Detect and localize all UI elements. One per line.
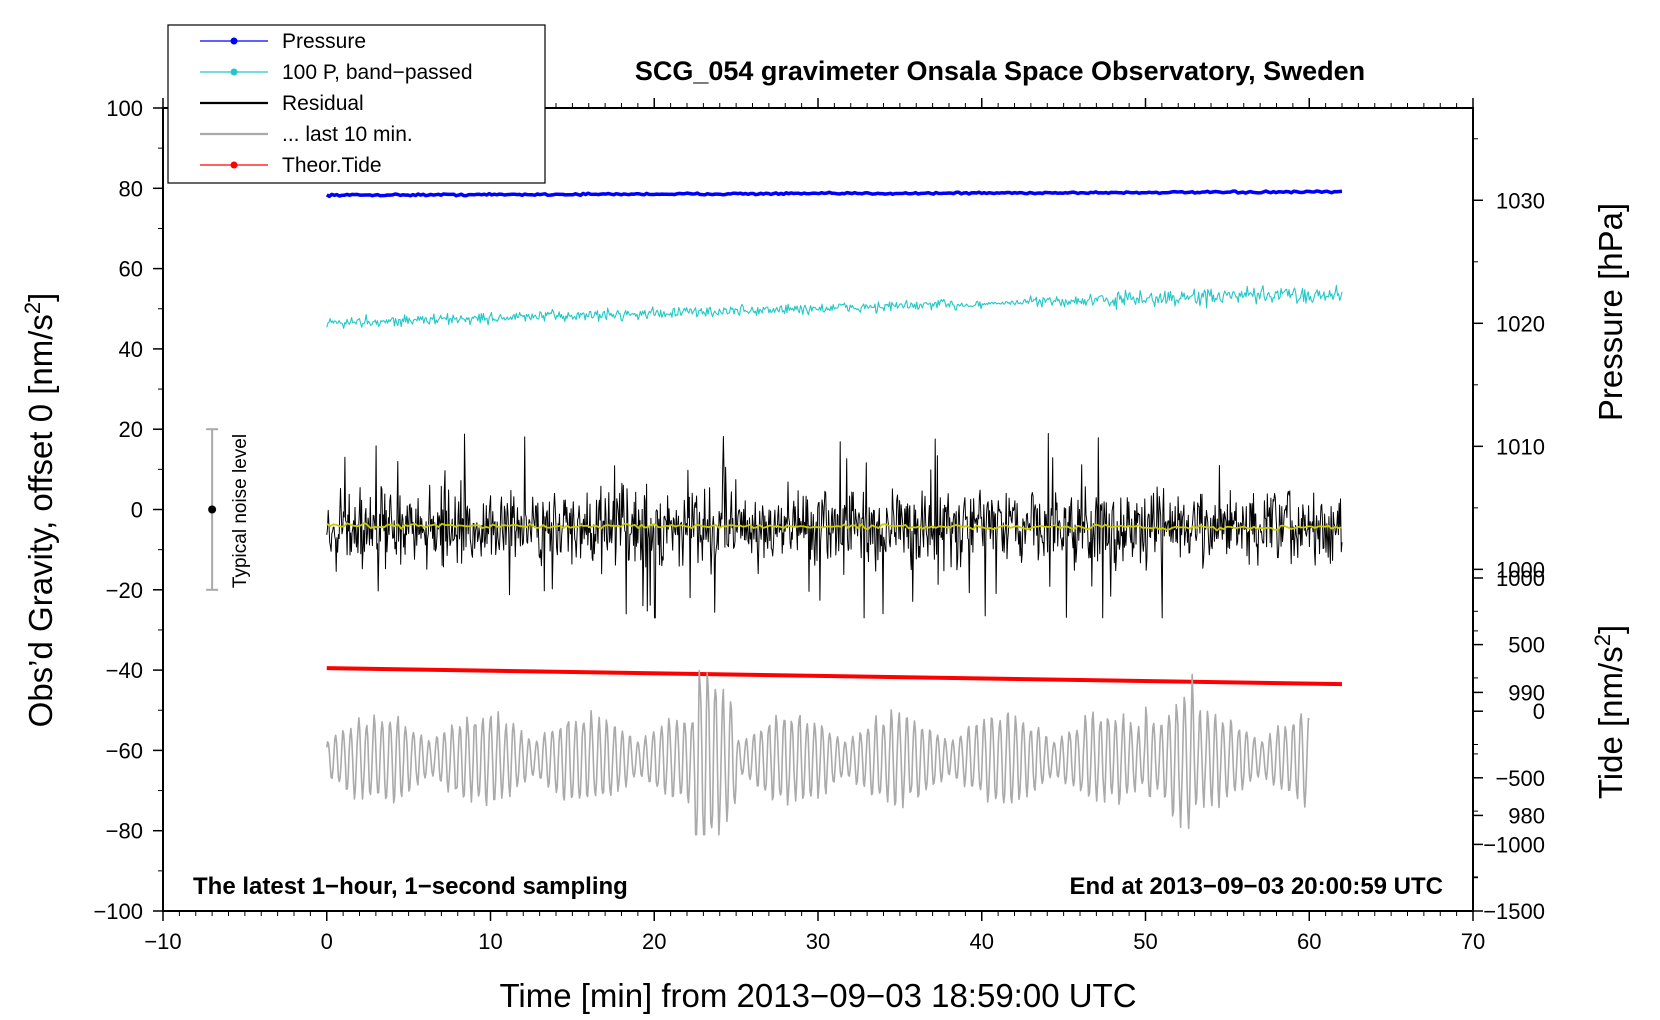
legend-marker (230, 37, 238, 45)
x-tick-label: 20 (642, 929, 666, 954)
y-tick-label: 20 (119, 417, 143, 442)
x-axis-ticks: −10 0 10 20 30 40 50 60 70 (144, 98, 1485, 954)
x-axis-label: Time [min] from 2013−09−03 18:59:00 UTC (499, 977, 1136, 1014)
y-axis-label: Obs’d Gravity, offset 0 [nm/s2] (20, 293, 59, 728)
x-tick-label: 30 (806, 929, 830, 954)
y-tick-label: −80 (106, 819, 143, 844)
legend-marker (230, 68, 238, 76)
x-tick-label: 50 (1133, 929, 1157, 954)
pressure-axis-label: Pressure [hPa] (1592, 203, 1629, 421)
note-sampling: The latest 1−hour, 1−second sampling (193, 873, 628, 900)
noise-level-label: Typical noise level (230, 434, 251, 588)
pressure-tick-label: 1030 (1496, 188, 1545, 213)
series-residual (326, 433, 1343, 619)
series-pressure (325, 189, 1343, 199)
legend-label: Theor.Tide (282, 154, 382, 177)
tide-tick-label: 0 (1533, 699, 1545, 724)
tide-tick-label: 1000 (1496, 566, 1545, 591)
noise-bar-center-dot (208, 505, 217, 514)
series-layer (325, 189, 1343, 836)
series-residual-smoothed (326, 522, 1343, 532)
x-tick-label: 60 (1297, 929, 1321, 954)
legend-label: Pressure (282, 30, 366, 53)
y-axis-ticks: −100 −80 −60 −40 −20 0 20 40 60 80 100 (93, 96, 163, 924)
x-tick-label: 40 (970, 929, 994, 954)
series-theoretical-tide (326, 666, 1343, 687)
legend: Pressure 100 P, band−passed Residual ... la… (167, 24, 546, 184)
x-tick-label: 0 (321, 929, 333, 954)
pressure-tick-label: 1010 (1496, 434, 1545, 459)
y-tick-label: −40 (106, 658, 143, 683)
legend-label: 100 P, band−passed (282, 61, 473, 84)
y-tick-label: 100 (106, 96, 143, 121)
x-tick-label: −10 (144, 929, 181, 954)
y-tick-label: −100 (93, 899, 143, 924)
x-tick-label: 10 (478, 929, 502, 954)
y-tick-label: 80 (119, 176, 143, 201)
series-band-passed (326, 284, 1343, 329)
noise-level-indicator (206, 428, 219, 591)
pressure-axis-ticks: 980 990 1000 1010 1020 1030 (1473, 138, 1545, 878)
tide-axis-ticks: −1500 −1000 −500 0 500 1000 (1473, 566, 1545, 924)
pressure-tick-label: 990 (1508, 680, 1545, 705)
tide-axis-label: Tide [nm/s2] (1590, 625, 1629, 799)
y-tick-label: 60 (119, 257, 143, 282)
x-tick-label: 70 (1461, 929, 1485, 954)
y-tick-label: −20 (106, 578, 143, 603)
tide-tick-label: −500 (1495, 766, 1545, 791)
y-tick-label: −60 (106, 738, 143, 763)
y-tick-label: 0 (131, 498, 143, 523)
legend-marker (230, 161, 238, 169)
legend-label: ... last 10 min. (282, 123, 413, 146)
tide-tick-label: −1000 (1483, 832, 1545, 857)
tide-tick-label: −1500 (1483, 899, 1545, 924)
legend-label: Residual (282, 92, 364, 115)
tide-tick-label: 500 (1508, 633, 1545, 658)
note-end-time: End at 2013−09−03 20:00:59 UTC (1069, 873, 1443, 900)
series-last-10-min (326, 669, 1310, 836)
pressure-tick-label: 1000 (1496, 557, 1545, 582)
chart-title: SCG_054 gravimeter Onsala Space Observat… (635, 56, 1365, 86)
pressure-tick-label: 980 (1508, 803, 1545, 828)
y-tick-label: 40 (119, 337, 143, 362)
pressure-tick-label: 1020 (1496, 311, 1545, 336)
